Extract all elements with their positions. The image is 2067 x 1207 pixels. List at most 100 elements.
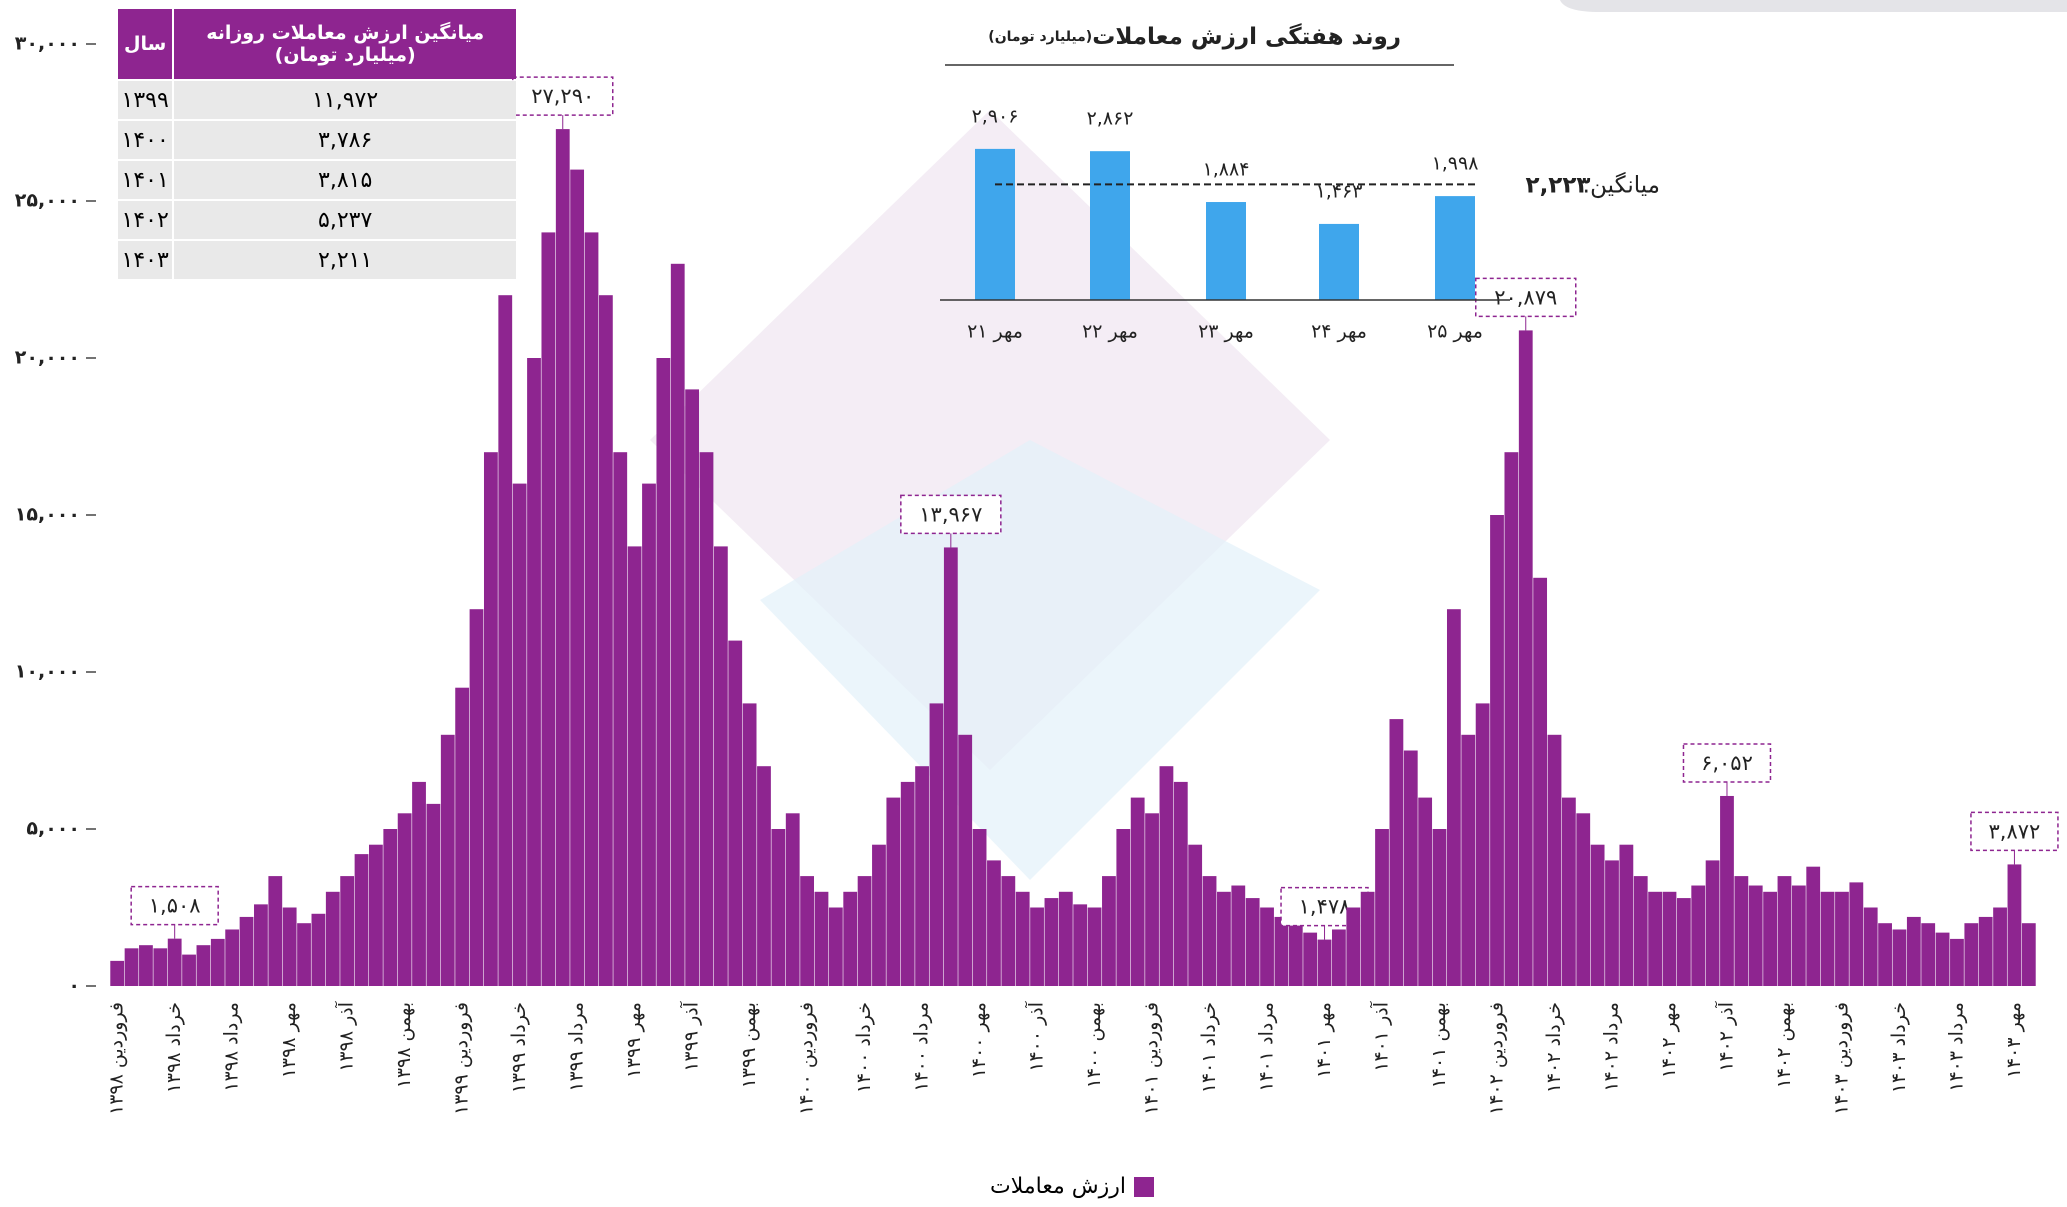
bar bbox=[900, 781, 915, 986]
bar bbox=[1389, 719, 1404, 986]
bar bbox=[800, 876, 814, 986]
inset-category: ۲۱ مهر bbox=[967, 321, 1023, 343]
table-row: ۱۱,۹۷۲ ۱۳۹۹ bbox=[118, 81, 516, 119]
bar bbox=[225, 929, 240, 986]
value-label: ۱,۵۰۸ bbox=[149, 894, 201, 918]
bar bbox=[1461, 734, 1476, 986]
bar bbox=[1073, 904, 1088, 986]
bar bbox=[1863, 907, 1878, 986]
bar bbox=[325, 891, 340, 986]
bar bbox=[1116, 829, 1131, 986]
bar bbox=[124, 948, 139, 986]
bar bbox=[570, 169, 585, 987]
bar bbox=[110, 960, 125, 986]
bar bbox=[541, 232, 556, 986]
table-header: میانگین ارزش معاملات روزانه (میلیارد توم… bbox=[174, 9, 516, 79]
inset-subtitle: (میلیارد تومان) bbox=[988, 29, 1092, 45]
bar bbox=[1835, 891, 1849, 986]
x-tick-label: مرداد ۱۴۰۱ bbox=[1256, 1002, 1278, 1092]
value-label-box bbox=[1475, 277, 1577, 318]
bar bbox=[1001, 876, 1016, 986]
bar bbox=[196, 945, 211, 986]
bar bbox=[239, 916, 254, 986]
x-tick-label: خرداد ۱۳۹۹ bbox=[508, 1002, 530, 1093]
bar bbox=[1317, 939, 1332, 986]
bar bbox=[1978, 916, 1993, 986]
inset-bar bbox=[1435, 196, 1475, 300]
bar bbox=[498, 295, 513, 986]
bar bbox=[713, 546, 728, 986]
bar bbox=[1806, 866, 1821, 986]
bar bbox=[1217, 891, 1231, 986]
x-tick-label: مهر ۱۴۰۳ bbox=[2003, 1002, 2025, 1078]
bar bbox=[886, 797, 901, 986]
watermark bbox=[760, 440, 1320, 880]
bar bbox=[426, 803, 441, 986]
bar bbox=[469, 609, 484, 986]
bar bbox=[627, 546, 642, 986]
summary-table: میانگین ارزش معاملات روزانه (میلیارد توم… bbox=[116, 7, 518, 281]
bar bbox=[1921, 923, 1936, 986]
bar bbox=[670, 263, 685, 986]
value-label: ۳,۸۷۲ bbox=[1989, 819, 2041, 843]
table-cell: ۲,۲۱۱ bbox=[174, 241, 516, 279]
y-tick-label: ۵,۰۰۰ bbox=[26, 818, 80, 840]
x-tick-label: آذر ۱۴۰۱ bbox=[1369, 1001, 1393, 1072]
bar bbox=[1676, 898, 1691, 986]
bar bbox=[1705, 860, 1720, 986]
value-label: ۱,۴۷۸ bbox=[1299, 895, 1351, 919]
inset-title: روند هفتگی ارزش معاملات(میلیارد تومان) bbox=[988, 23, 1401, 50]
legend-swatch bbox=[1133, 1176, 1154, 1197]
bar bbox=[1288, 923, 1303, 986]
bar bbox=[1173, 781, 1188, 986]
table-row: ۳,۷۸۶ ۱۴۰۰ bbox=[118, 121, 516, 159]
bar bbox=[987, 860, 1001, 986]
bar bbox=[814, 891, 829, 986]
bar bbox=[1475, 703, 1490, 986]
bar bbox=[512, 483, 527, 986]
x-tick-label: خرداد ۱۴۰۲ bbox=[1543, 1002, 1565, 1093]
x-tick-label: فروردین ۱۴۰۲ bbox=[1486, 1002, 1508, 1115]
x-tick-label: مهر ۱۳۹۸ bbox=[278, 1002, 300, 1078]
bar bbox=[929, 703, 944, 986]
x-tick-label: بهمن ۱۴۰۲ bbox=[1773, 1002, 1795, 1088]
value-label-box bbox=[1682, 743, 1772, 783]
bar bbox=[685, 389, 700, 986]
bar bbox=[857, 876, 872, 986]
x-tick-label: مرداد ۱۴۰۳ bbox=[1945, 1002, 1967, 1092]
value-label-box bbox=[1970, 811, 2059, 852]
bar bbox=[742, 703, 757, 986]
bar bbox=[268, 876, 283, 986]
bar bbox=[412, 781, 426, 986]
x-tick-label: خرداد ۱۴۰۰ bbox=[853, 1002, 875, 1093]
inset-category: ۲۳ مهر bbox=[1198, 321, 1254, 343]
bar bbox=[1260, 907, 1274, 986]
inset-value-label: ۲,۹۰۶ bbox=[972, 105, 1019, 127]
x-tick-label: مهر ۱۳۹۹ bbox=[623, 1002, 645, 1078]
value-label: ۲۰,۸۷۹ bbox=[1494, 285, 1557, 309]
table-header: سال bbox=[118, 9, 173, 79]
x-tick-label: آذر ۱۳۹۸ bbox=[334, 1001, 358, 1072]
bar bbox=[1662, 891, 1677, 986]
inset-bar bbox=[1206, 202, 1246, 300]
bar bbox=[915, 766, 929, 986]
bar bbox=[1145, 813, 1159, 986]
bar bbox=[210, 938, 225, 986]
bar bbox=[1087, 907, 1102, 986]
bar bbox=[167, 938, 182, 986]
bar bbox=[282, 907, 297, 986]
inset-title-text: روند هفتگی ارزش معاملات bbox=[1092, 23, 1401, 50]
legend-label: ارزش معاملات bbox=[990, 1174, 1126, 1199]
x-tick-label: آذر ۱۴۰۰ bbox=[1024, 1001, 1048, 1072]
bar bbox=[1518, 330, 1533, 986]
bar bbox=[1418, 797, 1433, 986]
bar bbox=[1245, 898, 1260, 986]
bar bbox=[1720, 795, 1734, 986]
bar bbox=[527, 358, 541, 986]
bar bbox=[1403, 750, 1418, 986]
bar bbox=[1130, 797, 1145, 986]
bar bbox=[699, 452, 714, 986]
table-cell: ۱۴۰۰ bbox=[118, 121, 173, 159]
legend: ارزش معاملات bbox=[990, 1174, 1154, 1199]
value-label-box bbox=[900, 494, 1002, 535]
